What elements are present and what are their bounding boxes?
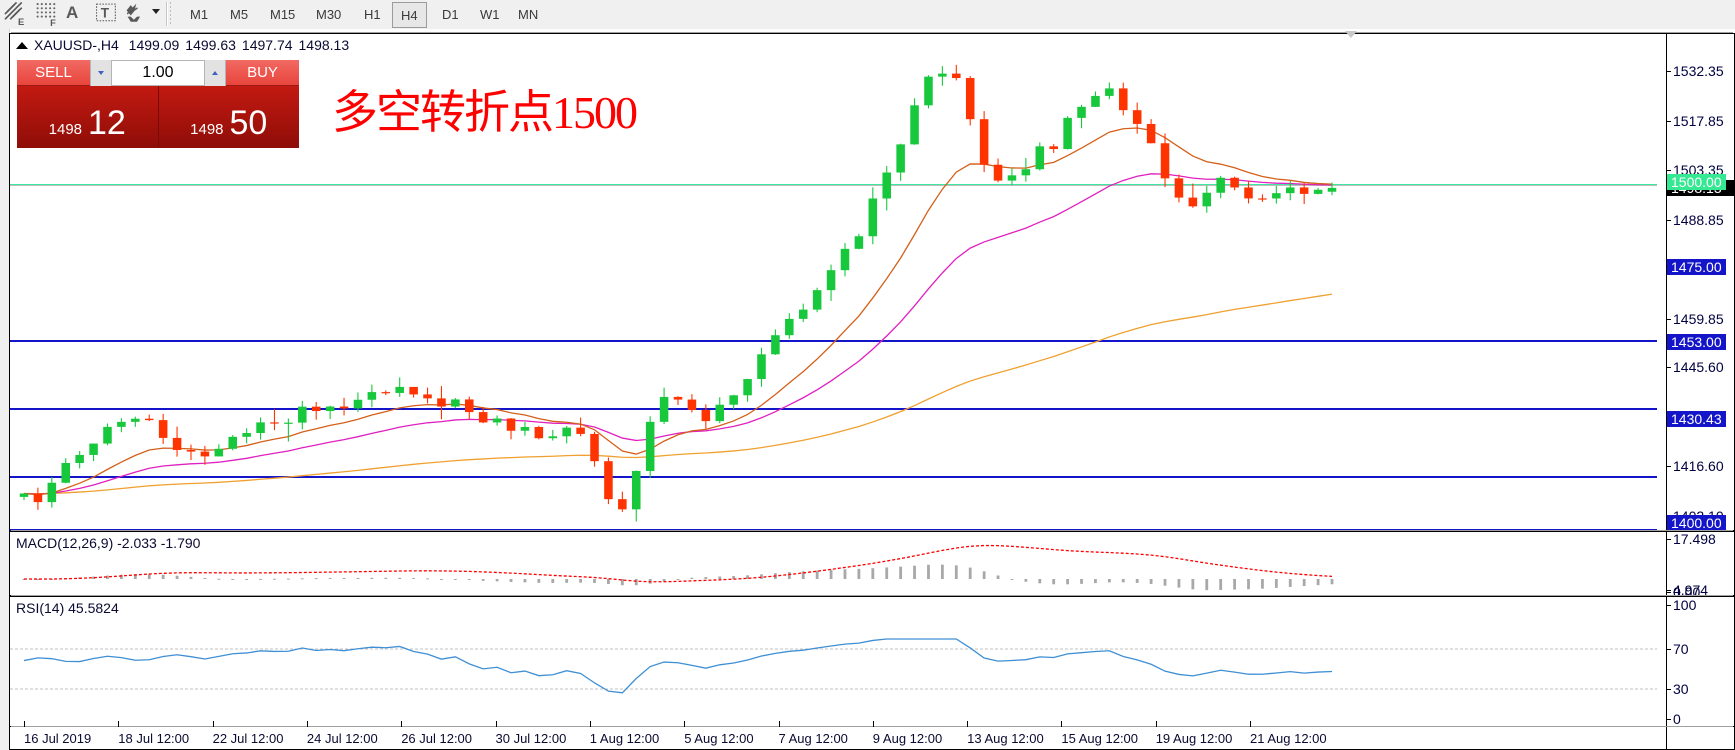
svg-text:E: E: [18, 17, 24, 27]
svg-text:F: F: [50, 18, 56, 27]
svg-text:T: T: [101, 6, 110, 21]
